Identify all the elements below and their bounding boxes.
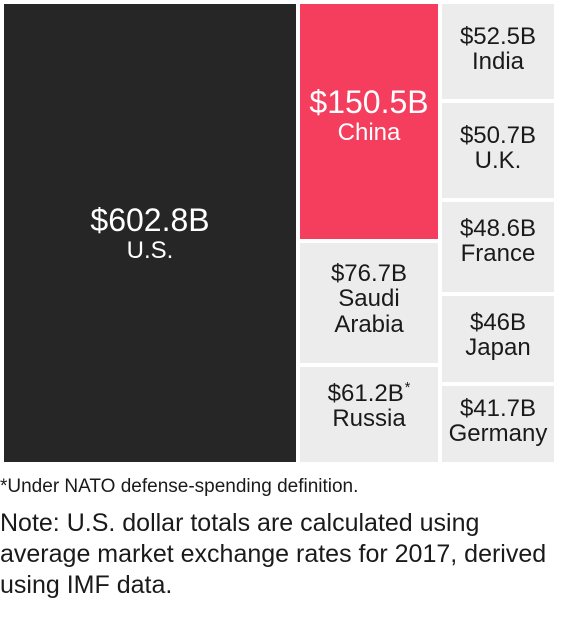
value-label: $46B xyxy=(469,309,527,336)
country-label: Saudi Arabia xyxy=(334,285,404,338)
value-label: $50.7B xyxy=(459,122,537,149)
value-label: $150.5B xyxy=(309,84,429,120)
tile-text: $52.5B India xyxy=(442,24,554,75)
country-label: Japan xyxy=(465,334,531,362)
value-label: $48.6B xyxy=(459,215,537,242)
country-label: Germany xyxy=(448,420,548,448)
tile-text: $50.7B U.K. xyxy=(442,123,554,174)
country-label: Russia xyxy=(332,405,406,433)
value-label: $41.7B xyxy=(459,395,537,422)
tile-text: $76.7B Saudi Arabia xyxy=(300,260,438,338)
value-label: $52.5B xyxy=(459,23,537,50)
country-label: France xyxy=(460,240,536,268)
tile-india: $52.5B India xyxy=(442,4,554,99)
tile-japan: $46B Japan xyxy=(442,296,554,382)
tile-text: $602.8B U.S. xyxy=(4,202,296,264)
tile-russia: $61.2B* Russia xyxy=(300,367,438,462)
country-label: U.K. xyxy=(474,147,522,175)
tile-text: $150.5B China xyxy=(300,84,438,146)
tile-text: $48.6B France xyxy=(442,216,554,267)
value-label: $76.7B xyxy=(330,260,408,287)
tile-text: $61.2B* Russia xyxy=(300,381,438,432)
country-label: India xyxy=(471,48,525,76)
source-note: Note: U.S. dollar totals are calculated … xyxy=(0,509,547,599)
country-label: U.S. xyxy=(126,236,174,264)
tile-saudi-arabia: $76.7B Saudi Arabia xyxy=(300,243,438,363)
footnote: *Under NATO defense-spending definition. xyxy=(0,476,359,497)
country-label: China xyxy=(337,118,401,146)
tile-u-s: $602.8B U.S. xyxy=(4,4,296,462)
tile-text: $46B Japan xyxy=(442,310,554,361)
tile-germany: $41.7B Germany xyxy=(442,386,554,462)
footnote-marker: * xyxy=(404,380,411,397)
tile-u-k: $50.7B U.K. xyxy=(442,103,554,198)
value-label: $61.2B* xyxy=(327,380,411,407)
tile-text: $41.7B Germany xyxy=(442,396,554,447)
treemap-chart: $602.8B U.S. $150.5B China $76.7B Saudi Arabia… xyxy=(4,4,554,462)
tile-china: $150.5B China xyxy=(300,4,438,239)
value-label: $602.8B xyxy=(90,202,210,238)
tile-france: $48.6B France xyxy=(442,202,554,292)
